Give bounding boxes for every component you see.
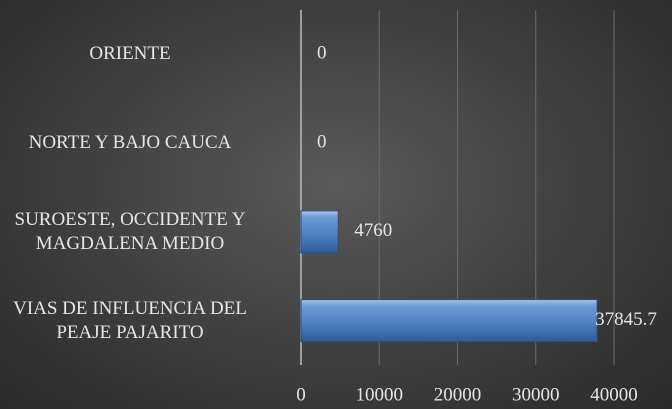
data-label: 4760 bbox=[354, 220, 392, 241]
x-tick-label: 0 bbox=[296, 384, 306, 405]
data-label: 37845.7 bbox=[595, 309, 657, 330]
y-tick-label: NORTE Y BAJO CAUCA bbox=[28, 132, 232, 154]
y-tick-label: VIAS DE INFLUENCIA DEL PEAJE PAJARITO bbox=[13, 297, 247, 343]
x-tick-label: 20000 bbox=[434, 384, 482, 405]
x-tick-label: 10000 bbox=[356, 384, 404, 405]
x-tick-label: 30000 bbox=[512, 384, 560, 405]
data-label: 0 bbox=[317, 131, 327, 152]
x-tick-label: 40000 bbox=[590, 384, 638, 405]
bar bbox=[300, 210, 339, 254]
data-label: 0 bbox=[317, 43, 327, 64]
y-tick-label: SUROESTE, OCCIDENTE Y MAGDALENA MEDIO bbox=[14, 208, 246, 254]
bar bbox=[300, 299, 598, 343]
y-tick-label: ORIENTE bbox=[89, 43, 171, 65]
